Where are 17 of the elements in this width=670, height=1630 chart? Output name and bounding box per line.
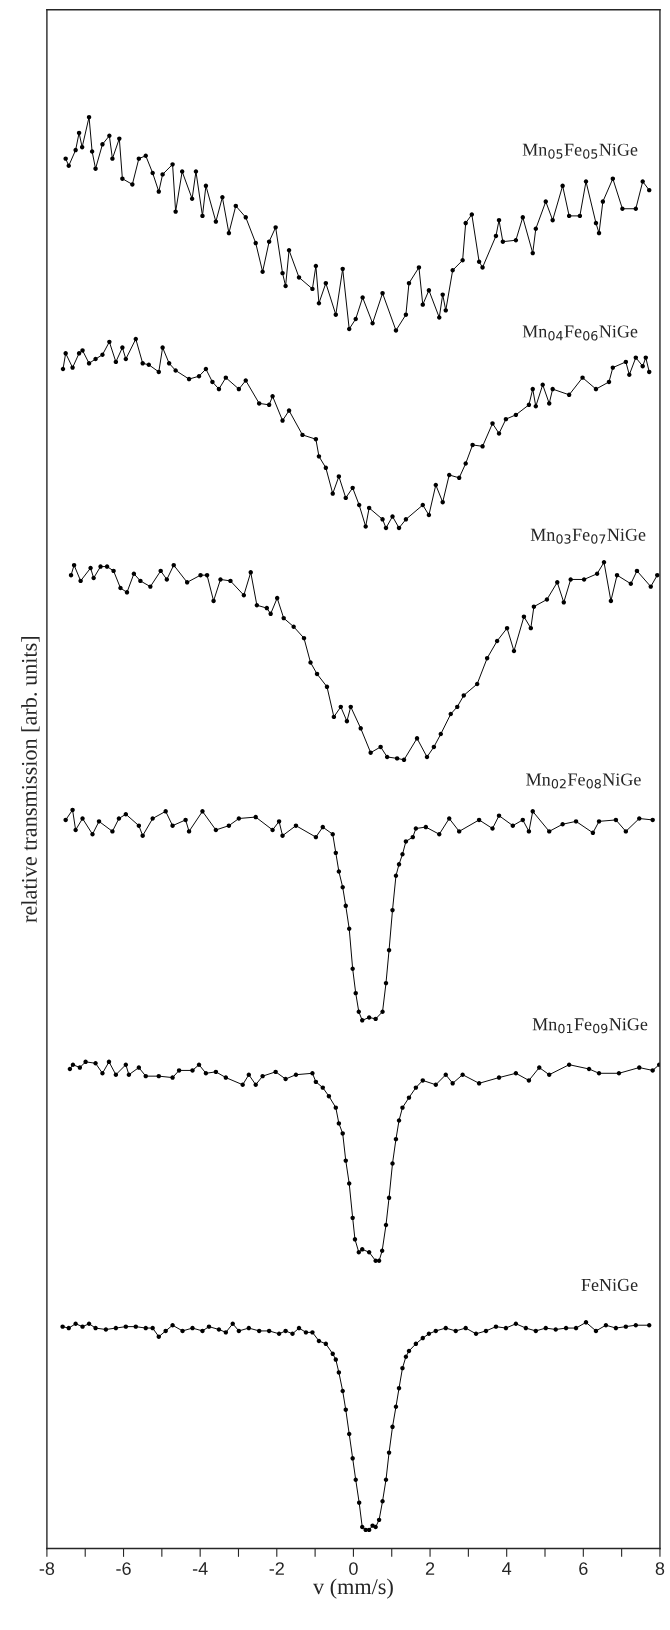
series-label: Mn$_{03}$Fe$_{07}$NiGe xyxy=(530,528,646,544)
x-tick-label: 8 xyxy=(655,1562,665,1575)
x-tick-label: 2 xyxy=(425,1562,435,1575)
series-label: Mn$_{04}$Fe$_{06}$NiGe xyxy=(522,325,638,341)
series-label: FeNiGe xyxy=(581,1278,638,1291)
series-label: Mn$_{05}$Fe$_{05}$NiGe xyxy=(522,143,638,159)
y-axis-title: relative transmission [arb. units] xyxy=(21,637,40,923)
series-label: Mn$_{02}$Fe$_{08}$NiGe xyxy=(526,773,641,789)
x-tick-label: 6 xyxy=(579,1562,588,1575)
x-tick-label: 4 xyxy=(502,1562,512,1575)
x-axis-title: v (mm/s) xyxy=(313,1578,393,1599)
x-tick-label: 0 xyxy=(349,1562,358,1575)
x-tick-label: -4 xyxy=(192,1562,208,1575)
x-tick-label: -2 xyxy=(269,1562,284,1575)
x-tick-label: -6 xyxy=(116,1562,131,1575)
x-tick-label: -8 xyxy=(39,1562,55,1575)
series-label: Mn$_{01}$Fe$_{09}$NiGe xyxy=(532,1018,648,1034)
